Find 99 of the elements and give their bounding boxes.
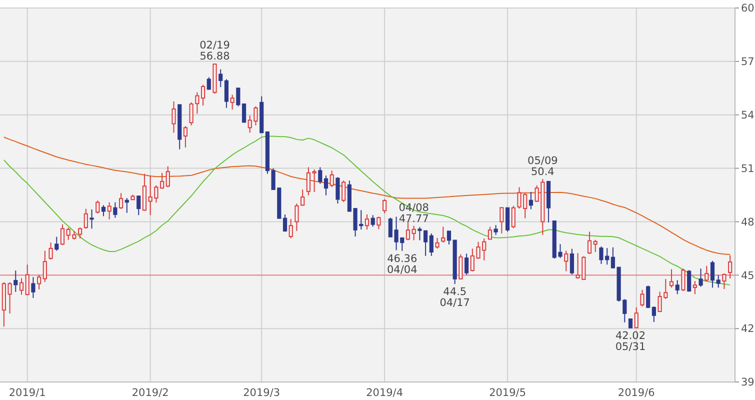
candlestick: [136, 196, 141, 216]
annotation: 46.36 04/04: [387, 252, 418, 276]
candlestick: [646, 285, 650, 309]
candlestick: [60, 224, 65, 246]
candlestick: [716, 274, 720, 288]
candlestick: [236, 88, 240, 107]
annotation: 44.5 04/17: [440, 286, 470, 310]
candlestick: [90, 208, 94, 230]
line-series: [3, 136, 731, 286]
candlestick: [458, 254, 463, 280]
candlestick: [31, 276, 36, 298]
candlestick: [119, 192, 124, 210]
candlestick: [370, 214, 375, 228]
candlestick: [336, 176, 340, 204]
candlestick: [294, 203, 299, 232]
candlestick: [330, 170, 334, 188]
candlestick: [669, 268, 674, 288]
candlestick: [19, 278, 24, 296]
candlestick: [78, 227, 82, 239]
candlestick: [406, 220, 410, 241]
candlestick: [675, 280, 680, 295]
candlestick: [593, 239, 598, 252]
y-tick-label: 48: [741, 216, 754, 228]
candlestick: [628, 318, 633, 329]
y-tick-label: 45: [741, 270, 754, 282]
candlestick: [710, 260, 715, 288]
candlestick: [722, 273, 726, 290]
candlestick: [282, 214, 288, 232]
candlestick: [441, 226, 446, 244]
candlestick: [376, 216, 381, 230]
candlestick: [14, 270, 18, 292]
y-tick-label: 51: [741, 162, 754, 175]
candlestick: [113, 202, 118, 218]
candlestick: [324, 175, 328, 196]
x-tick-label: 2019/1: [8, 387, 46, 399]
candlestick: [728, 254, 732, 280]
x-tick-label: 2019/4: [366, 387, 404, 399]
y-tick-label: 54: [741, 110, 755, 122]
candlestick: [342, 180, 346, 202]
candlestick: [96, 200, 100, 214]
annotation: 05/09 50.4: [528, 154, 558, 178]
candlestick: [412, 225, 416, 241]
x-tick-label: 2019/3: [243, 387, 280, 399]
candlestick: [511, 205, 516, 229]
annotation: 42.02 05/31: [615, 330, 646, 354]
y-tick-label: 57: [741, 56, 754, 68]
candlestick: [464, 253, 469, 276]
candlestick: [101, 204, 106, 217]
candlestick: [692, 280, 697, 295]
candlestick: [318, 166, 322, 184]
candlestick: [160, 172, 164, 190]
candlestick: [166, 166, 170, 188]
candlestick: [172, 100, 176, 134]
y-tick-label: 42: [741, 323, 754, 336]
candlestick: [84, 208, 88, 230]
candlestick: [124, 198, 129, 214]
candlestick: [382, 198, 387, 214]
candlestick: [587, 231, 592, 254]
candlestick: [37, 274, 42, 290]
candlestick: [634, 306, 638, 329]
candlestick: [446, 230, 452, 246]
candlestick: [107, 202, 112, 220]
annotation: 02/19 56.88: [200, 40, 230, 63]
candlestick: [224, 78, 229, 108]
candlestick: [640, 289, 644, 307]
line-series: [3, 136, 731, 255]
candlestick: [488, 226, 492, 240]
candlestick: [505, 207, 510, 232]
candlestick: [206, 76, 211, 90]
candlestick: [435, 237, 440, 250]
candlestick: [25, 264, 30, 296]
y-tick-label: 39: [741, 376, 754, 389]
candlestick: [300, 188, 305, 206]
candlestick: [230, 94, 234, 110]
candlestick: [528, 191, 534, 210]
candlestick: [681, 268, 686, 292]
y-tick-label: 60: [741, 2, 754, 15]
candlestick: [242, 103, 246, 124]
candlestick: [570, 248, 574, 275]
candlestick: [218, 68, 223, 88]
x-tick-label: 2019/2: [132, 387, 169, 399]
candlestick: [698, 268, 703, 288]
x-tick-label: 2019/6: [618, 387, 656, 399]
candlestick: [54, 236, 59, 252]
candlestick: [42, 250, 47, 283]
candlestick: [288, 218, 293, 239]
candlestick: [704, 265, 709, 282]
x-tick-label: 2019/5: [489, 387, 526, 399]
candlestick: [652, 306, 656, 322]
candlestick: [564, 250, 568, 272]
candlestick: [494, 224, 498, 236]
candlestick: [429, 232, 434, 256]
candlestick: [610, 246, 615, 268]
candlestick: [500, 207, 504, 234]
candlestick: [183, 126, 188, 148]
candlestick: [200, 84, 206, 106]
candlestick: [48, 242, 53, 260]
candlestick: [364, 214, 370, 230]
candlestick: [687, 270, 692, 292]
